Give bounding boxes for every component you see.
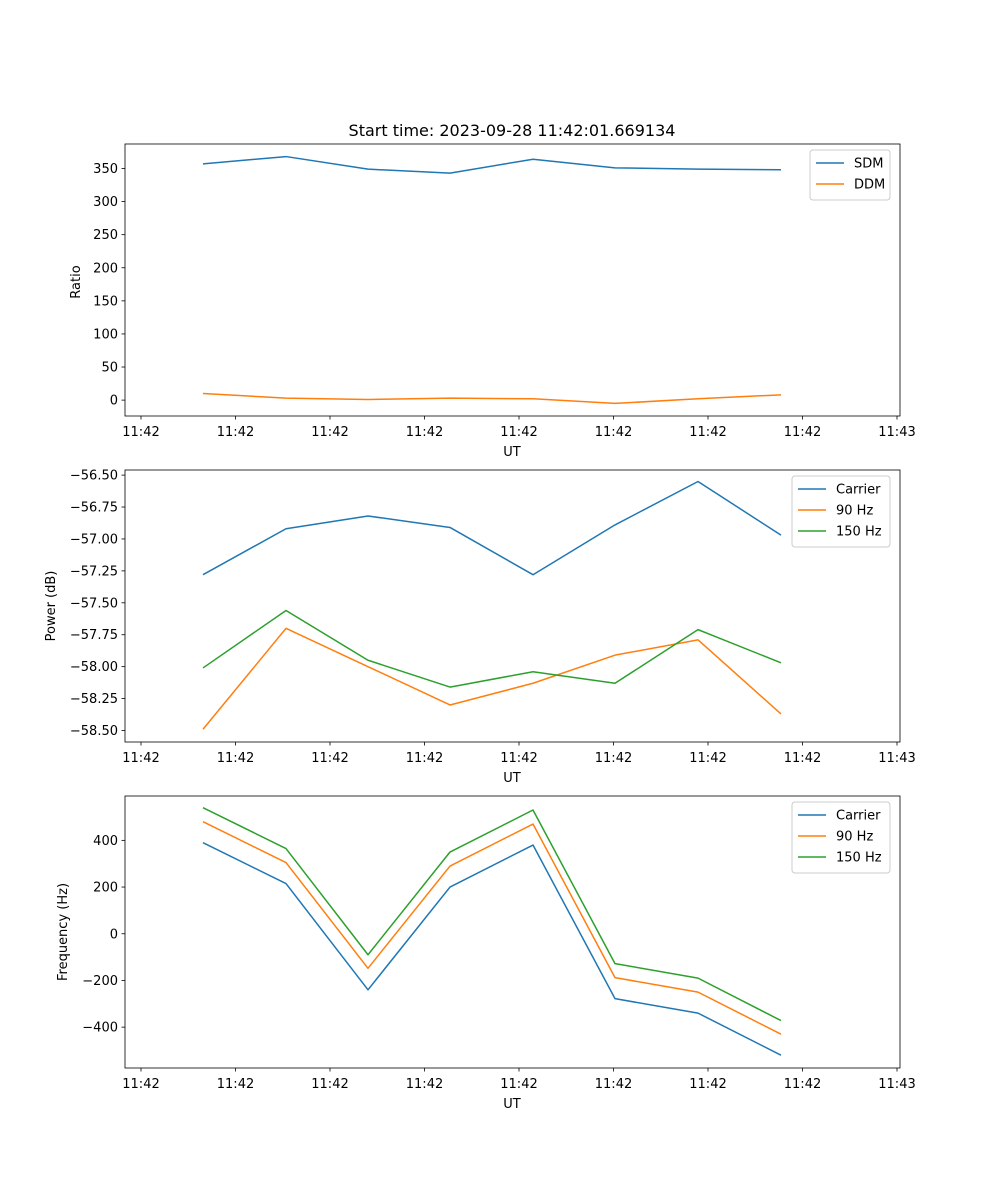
frequency-series-90-hz: [202, 821, 782, 1035]
power-series-90-hz: [202, 627, 782, 730]
frequency-series-150-hz: [202, 806, 782, 1022]
frequency-y-tick-label: −400: [82, 1021, 118, 1036]
frequency-x-tick-label: 11:42: [689, 1077, 726, 1092]
frequency-legend-label: 90 Hz: [836, 830, 873, 845]
ratio-y-tick-label: 250: [93, 228, 118, 243]
ratio-x-tick-label: 11:42: [311, 425, 348, 440]
chart-title: Start time: 2023-09-28 11:42:01.669134: [349, 121, 676, 140]
frequency-series-carrier: [202, 842, 782, 1056]
frequency-y-axis-label: Frequency (Hz): [56, 883, 71, 981]
ratio-y-tick-label: 200: [93, 261, 118, 276]
ratio-x-tick-label: 11:42: [595, 425, 632, 440]
power-series-carrier: [202, 480, 782, 576]
power-y-tick-label: −58.00: [70, 660, 118, 675]
ratio-panel: Ratio UT 0 50 100 150 200 250 300 350 11:42 11:42…: [69, 143, 916, 460]
power-y-axis-label: Power (dB): [44, 571, 59, 642]
frequency-y-tick-label: 400: [93, 834, 118, 849]
power-x-tick-label: 11:42: [784, 751, 821, 766]
power-x-tick-label: 11:42: [689, 751, 726, 766]
power-legend-label: 150 Hz: [836, 525, 882, 540]
ratio-x-tick-label: 11:42: [689, 425, 726, 440]
frequency-legend: [791, 801, 891, 874]
ratio-y-tick-label: 300: [93, 195, 118, 210]
ratio-legend-label: SDM: [854, 157, 883, 172]
frequency-x-tick-label: 11:42: [500, 1077, 537, 1092]
ratio-x-tick-label: 11:42: [122, 425, 159, 440]
frequency-y-tick-label: −200: [82, 974, 118, 989]
power-x-tick-label: 11:42: [122, 751, 159, 766]
power-legend-label: Carrier: [836, 483, 881, 498]
power-x-tick-label: 11:42: [217, 751, 254, 766]
frequency-x-axis-label: UT: [503, 1097, 521, 1112]
frequency-y-tick-label: 200: [93, 881, 118, 896]
ratio-legend-label: DDM: [854, 178, 885, 193]
power-x-tick-label: 11:42: [595, 751, 632, 766]
power-y-tick-label: −57.00: [70, 532, 118, 547]
power-series-150-hz: [202, 609, 782, 688]
power-y-tick-label: −57.50: [70, 596, 118, 611]
power-y-tick-label: −56.50: [70, 469, 118, 484]
frequency-x-tick-label: 11:42: [784, 1077, 821, 1092]
frequency-legend-label: Carrier: [836, 809, 881, 824]
ratio-x-tick-label: 11:42: [500, 425, 537, 440]
ratio-y-tick-label: 0: [110, 394, 118, 409]
power-legend-label: 90 Hz: [836, 504, 873, 519]
frequency-legend-label: 150 Hz: [836, 851, 882, 866]
power-y-tick-label: −57.25: [70, 564, 118, 579]
frequency-x-tick-label: 11:43: [878, 1077, 915, 1092]
frequency-panel: Frequency (Hz) UT −400 −200 0 200 400 11:42 11…: [56, 795, 916, 1112]
frequency-axes-frame: [124, 795, 901, 1069]
ratio-series-sdm: [202, 155, 782, 174]
ratio-axes-frame: [124, 143, 901, 417]
power-y-tick-label: −58.50: [70, 724, 118, 739]
ratio-x-tick-label: 11:42: [406, 425, 443, 440]
frequency-y-tick-label: 0: [110, 927, 118, 942]
ratio-x-tick-label: 11:42: [784, 425, 821, 440]
power-x-tick-label: 11:43: [878, 751, 915, 766]
ratio-y-tick-label: 100: [93, 327, 118, 342]
power-axes-frame: [124, 469, 901, 743]
power-panel: Power (dB) UT −58.50 −58.25 −58.00 −57.75 −5…: [44, 469, 916, 786]
power-y-tick-label: −56.75: [70, 501, 118, 516]
ratio-y-tick-label: 350: [93, 162, 118, 177]
power-y-tick-label: −58.25: [70, 692, 118, 707]
frequency-x-tick-label: 11:42: [595, 1077, 632, 1092]
ratio-y-tick-label: 50: [101, 361, 118, 376]
power-x-tick-label: 11:42: [311, 751, 348, 766]
power-x-tick-label: 11:42: [406, 751, 443, 766]
frequency-x-tick-label: 11:42: [311, 1077, 348, 1092]
ratio-x-axis-label: UT: [503, 445, 521, 460]
power-x-tick-label: 11:42: [500, 751, 537, 766]
frequency-x-tick-label: 11:42: [217, 1077, 254, 1092]
ratio-series-ddm: [202, 392, 782, 405]
ratio-y-tick-label: 150: [93, 294, 118, 309]
power-legend: [791, 475, 891, 548]
power-x-axis-label: UT: [503, 771, 521, 786]
frequency-x-tick-label: 11:42: [406, 1077, 443, 1092]
ratio-x-tick-label: 11:42: [217, 425, 254, 440]
frequency-x-tick-label: 11:42: [122, 1077, 159, 1092]
ratio-y-axis-label: Ratio: [69, 265, 84, 298]
power-y-tick-label: −57.75: [70, 628, 118, 643]
ratio-x-tick-label: 11:43: [878, 425, 915, 440]
